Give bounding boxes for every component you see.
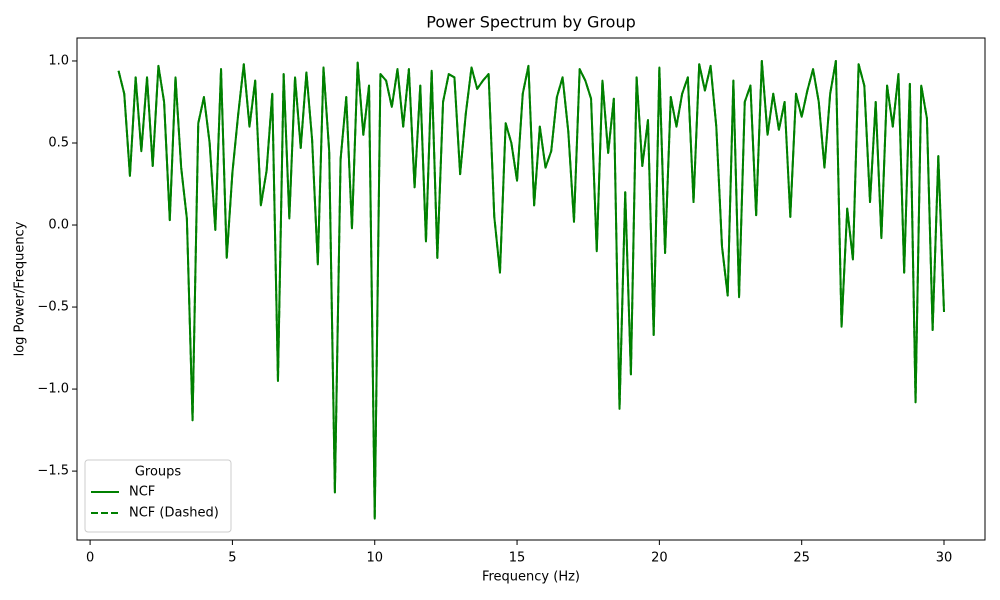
legend-title: Groups <box>135 465 182 480</box>
data-line <box>117 59 946 520</box>
x-tick-label: 15 <box>509 551 526 566</box>
legend-label: NCF (Dashed) <box>129 506 219 521</box>
x-tick-label: 10 <box>366 551 383 566</box>
y-tick-label: 0.0 <box>48 218 69 233</box>
y-tick-label: −1.0 <box>37 382 69 397</box>
legend-box <box>84 459 232 533</box>
x-tick-label: 0 <box>86 551 94 566</box>
x-axis-label: Frequency (Hz) <box>482 570 580 585</box>
x-tick-label: 30 <box>936 551 953 566</box>
y-axis-label: log Power/Frequency <box>13 221 28 356</box>
x-tick-label: 25 <box>793 551 810 566</box>
y-tick-label: −0.5 <box>37 300 69 315</box>
axes-frame <box>76 37 986 541</box>
x-tick-label: 5 <box>228 551 236 566</box>
legend-label: NCF <box>129 485 155 500</box>
y-tick-label: 1.0 <box>48 53 69 68</box>
y-tick-label: 0.5 <box>48 135 69 150</box>
y-tick-label: −1.5 <box>37 464 69 479</box>
chart-title: Power Spectrum by Group <box>426 13 636 32</box>
x-tick-label: 20 <box>651 551 668 566</box>
